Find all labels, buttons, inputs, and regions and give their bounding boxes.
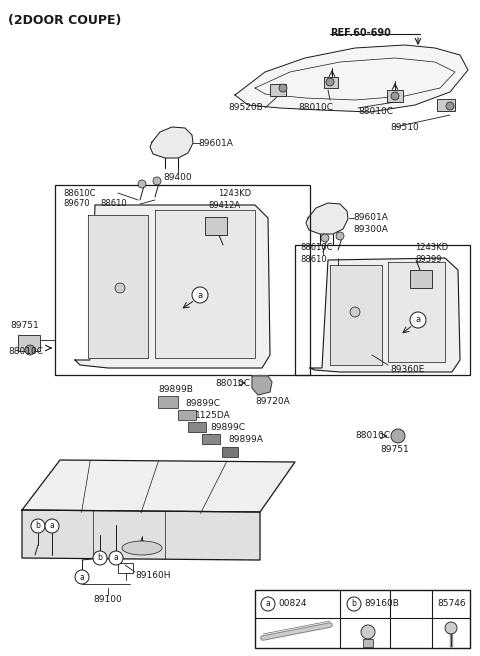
Ellipse shape bbox=[445, 622, 457, 634]
Ellipse shape bbox=[75, 570, 89, 584]
Text: 88010C: 88010C bbox=[358, 108, 393, 117]
Ellipse shape bbox=[45, 519, 59, 533]
Polygon shape bbox=[75, 205, 270, 368]
Text: b: b bbox=[97, 554, 102, 562]
Bar bbox=[437, 99, 455, 111]
Ellipse shape bbox=[410, 312, 426, 328]
Polygon shape bbox=[235, 45, 468, 112]
Text: 00824: 00824 bbox=[278, 600, 307, 609]
Bar bbox=[295, 245, 470, 375]
Polygon shape bbox=[22, 460, 295, 512]
Text: a: a bbox=[197, 291, 203, 300]
Ellipse shape bbox=[153, 177, 161, 185]
Text: 89670: 89670 bbox=[63, 199, 90, 209]
Text: 88610C: 88610C bbox=[300, 243, 333, 253]
Text: 89520B: 89520B bbox=[228, 102, 263, 112]
Bar bbox=[188, 422, 206, 432]
Text: 89899A: 89899A bbox=[228, 436, 263, 445]
Bar bbox=[202, 434, 220, 444]
Text: 89751: 89751 bbox=[10, 321, 39, 329]
Bar bbox=[55, 185, 310, 375]
Ellipse shape bbox=[446, 102, 454, 110]
Text: 89399: 89399 bbox=[415, 255, 442, 264]
Ellipse shape bbox=[93, 551, 107, 565]
Ellipse shape bbox=[361, 625, 375, 639]
Text: 89400: 89400 bbox=[164, 173, 192, 182]
Text: 88010C: 88010C bbox=[215, 379, 250, 388]
Ellipse shape bbox=[109, 551, 123, 565]
Polygon shape bbox=[388, 262, 445, 362]
Ellipse shape bbox=[31, 519, 45, 533]
Bar bbox=[255, 590, 470, 648]
Ellipse shape bbox=[25, 345, 35, 355]
Bar bbox=[222, 447, 238, 457]
Ellipse shape bbox=[115, 283, 125, 293]
Ellipse shape bbox=[279, 84, 287, 92]
Bar bbox=[118, 563, 133, 573]
Ellipse shape bbox=[261, 597, 275, 611]
Bar bbox=[205, 217, 227, 235]
Polygon shape bbox=[150, 127, 193, 158]
Text: (2DOOR COUPE): (2DOOR COUPE) bbox=[8, 14, 121, 27]
Text: 89720A: 89720A bbox=[255, 398, 290, 407]
Text: 89160B: 89160B bbox=[364, 600, 399, 609]
Bar bbox=[270, 84, 286, 96]
Text: 85746: 85746 bbox=[437, 600, 466, 609]
Polygon shape bbox=[22, 510, 260, 560]
Text: 88010C: 88010C bbox=[298, 104, 333, 112]
Text: 89100: 89100 bbox=[94, 596, 122, 604]
Text: b: b bbox=[36, 522, 40, 531]
Text: a: a bbox=[415, 316, 420, 325]
Bar bbox=[178, 410, 196, 420]
Text: 88610: 88610 bbox=[100, 199, 127, 209]
Text: 89899C: 89899C bbox=[210, 424, 245, 432]
Text: 1125DA: 1125DA bbox=[195, 411, 231, 419]
Text: a: a bbox=[49, 522, 54, 531]
Text: 88610: 88610 bbox=[300, 255, 326, 264]
Text: REF.60-690: REF.60-690 bbox=[330, 28, 391, 38]
Text: 88010C: 88010C bbox=[355, 432, 390, 440]
Text: 89899C: 89899C bbox=[185, 398, 220, 407]
Ellipse shape bbox=[336, 232, 344, 240]
Text: 89601A: 89601A bbox=[353, 213, 388, 222]
Text: 88010C: 88010C bbox=[8, 348, 43, 356]
Polygon shape bbox=[155, 210, 255, 358]
Ellipse shape bbox=[347, 597, 361, 611]
Text: a: a bbox=[80, 573, 84, 581]
Text: 89360E: 89360E bbox=[390, 365, 424, 375]
Ellipse shape bbox=[192, 287, 208, 303]
Text: 89160H: 89160H bbox=[135, 571, 170, 579]
Bar bbox=[363, 639, 373, 647]
Text: 89510: 89510 bbox=[390, 123, 419, 133]
Text: 89601A: 89601A bbox=[198, 138, 233, 148]
Ellipse shape bbox=[138, 180, 146, 188]
Polygon shape bbox=[88, 215, 148, 358]
Bar bbox=[18, 335, 40, 351]
Ellipse shape bbox=[350, 307, 360, 317]
Text: 89300A: 89300A bbox=[353, 226, 388, 234]
Ellipse shape bbox=[391, 429, 405, 443]
Text: 89751: 89751 bbox=[380, 445, 409, 455]
Polygon shape bbox=[330, 265, 382, 365]
Bar bbox=[410, 270, 432, 288]
Polygon shape bbox=[310, 258, 460, 372]
Ellipse shape bbox=[321, 234, 329, 242]
Text: 89412A: 89412A bbox=[208, 201, 240, 209]
Text: a: a bbox=[265, 600, 270, 609]
Text: 1243KD: 1243KD bbox=[415, 243, 448, 253]
Ellipse shape bbox=[122, 541, 162, 555]
Bar bbox=[324, 77, 338, 88]
Ellipse shape bbox=[326, 78, 334, 86]
Polygon shape bbox=[252, 376, 272, 395]
Text: 1243KD: 1243KD bbox=[218, 188, 251, 197]
Text: 88610C: 88610C bbox=[63, 188, 96, 197]
Text: b: b bbox=[351, 600, 357, 609]
Text: 89899B: 89899B bbox=[158, 386, 193, 394]
Bar bbox=[387, 90, 403, 102]
Polygon shape bbox=[306, 203, 348, 234]
Ellipse shape bbox=[391, 92, 399, 100]
Bar bbox=[158, 396, 178, 408]
Text: a: a bbox=[114, 554, 119, 562]
